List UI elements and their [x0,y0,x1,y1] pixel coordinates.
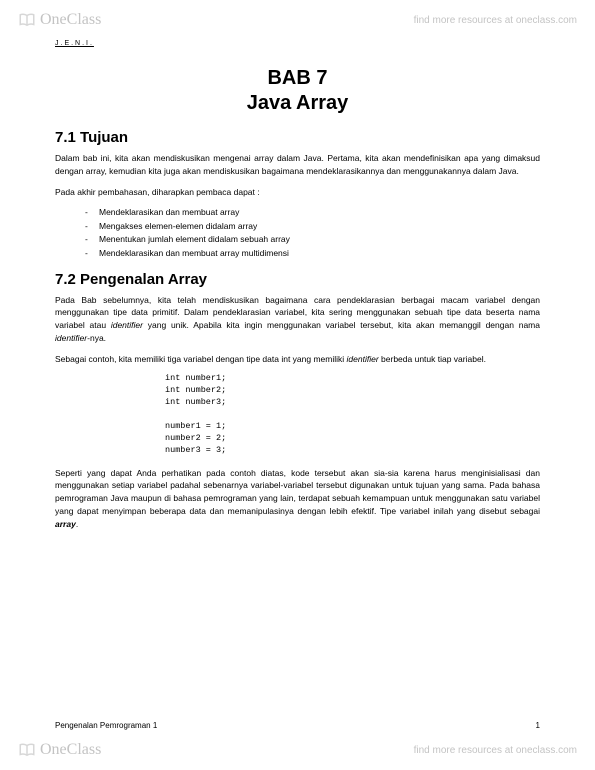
resources-link[interactable]: find more resources at oneclass.com [414,745,577,756]
code-block: int number1; int number2; int number3; n… [165,373,540,456]
doc-header-code: J.E.N.I. [55,40,540,47]
paragraph: Dalam bab ini, kita akan mendiskusikan m… [55,152,540,178]
book-icon [18,741,36,759]
identifier-term: identifier [111,320,143,330]
page-number: 1 [536,721,540,730]
document-page: J.E.N.I. BAB 7 Java Array 7.1 Tujuan Dal… [55,40,540,730]
doc-footer: Pengenalan Pemrograman 1 1 [55,721,540,730]
resources-link[interactable]: find more resources at oneclass.com [414,15,577,26]
paragraph: Pada Bab sebelumnya, kita telah mendisku… [55,294,540,345]
watermark-header: OneClass find more resources at oneclass… [0,6,595,34]
footer-left: Pengenalan Pemrograman 1 [55,721,157,730]
text-run: yang unik. Apabila kita ingin menggunaka… [143,320,540,330]
section-heading-1: 7.1 Tujuan [55,129,540,146]
chapter-title: Java Array [55,92,540,115]
text-run: Seperti yang dapat Anda perhatikan pada … [55,468,540,516]
list-item: Mendeklarasikan dan membuat array multid… [85,247,540,261]
paragraph: Seperti yang dapat Anda perhatikan pada … [55,467,540,531]
identifier-term: identifier [347,354,379,364]
text-run: -nya. [87,333,106,343]
array-term: array [55,519,76,529]
identifier-term: identifier [55,333,87,343]
text-run: berbeda untuk tiap variabel. [379,354,486,364]
list-item: Mendeklarasikan dan membuat array [85,206,540,220]
section-heading-2: 7.2 Pengenalan Array [55,271,540,288]
chapter-label: BAB 7 [55,67,540,90]
brand-logo: OneClass [18,11,101,29]
brand-text: OneClass [40,741,101,759]
objectives-list: Mendeklarasikan dan membuat array Mengak… [85,206,540,260]
brand-text: OneClass [40,11,101,29]
paragraph: Pada akhir pembahasan, diharapkan pembac… [55,186,540,199]
list-item: Menentukan jumlah element didalam sebuah… [85,233,540,247]
book-icon [18,11,36,29]
list-item: Mengakses elemen-elemen didalam array [85,220,540,234]
text-run: . [76,519,78,529]
brand-logo: OneClass [18,741,101,759]
watermark-footer: OneClass find more resources at oneclass… [0,736,595,764]
text-run: Sebagai contoh, kita memiliki tiga varia… [55,354,347,364]
paragraph: Sebagai contoh, kita memiliki tiga varia… [55,353,540,366]
